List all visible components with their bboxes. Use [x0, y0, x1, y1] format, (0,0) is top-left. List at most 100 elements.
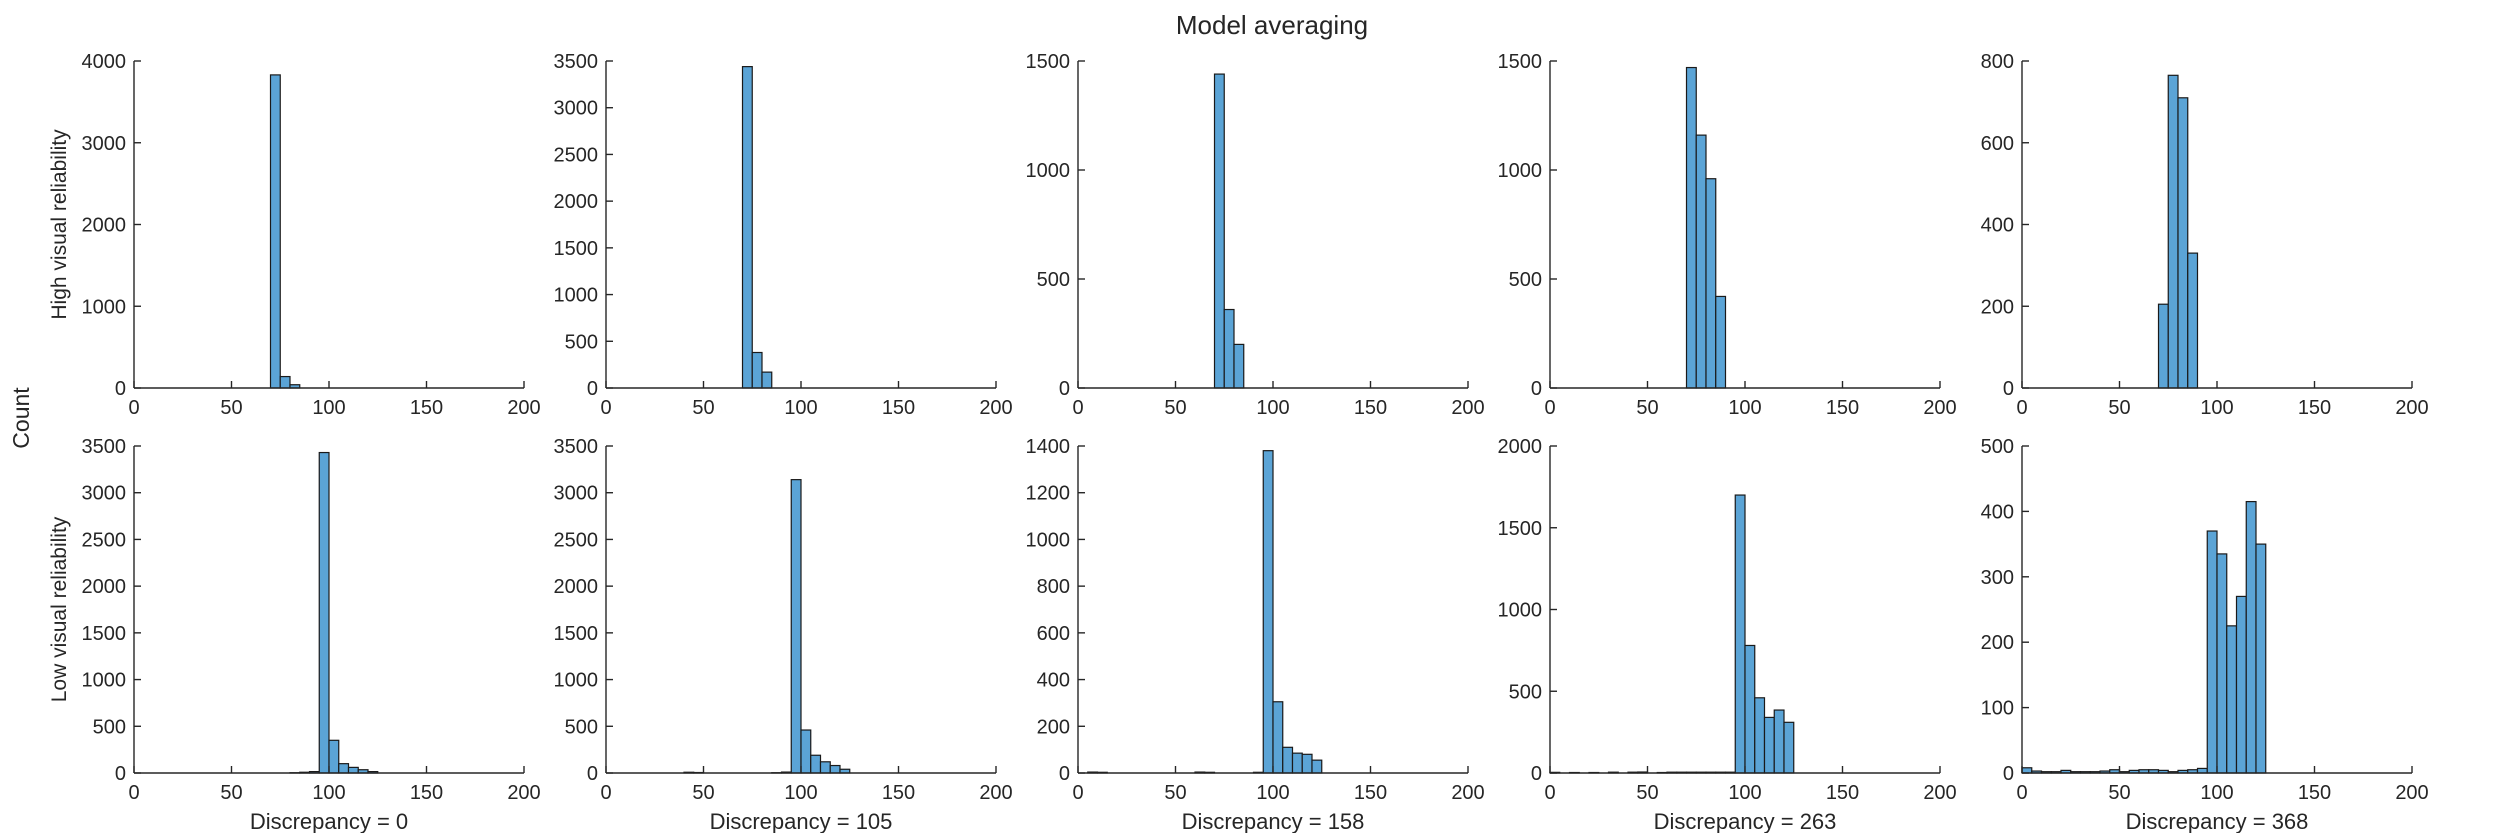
x-axis-label: Discrepancy = 0	[250, 809, 408, 833]
x-tick-label: 200	[979, 397, 1012, 419]
y-tick-label: 200	[1981, 632, 2014, 654]
x-tick-label: 150	[1826, 782, 1859, 804]
y-tick-label: 500	[1509, 269, 1542, 291]
y-tick-label: 2000	[554, 576, 599, 598]
y-tick-label: 1500	[554, 238, 599, 260]
histogram-bar	[1685, 66, 1697, 389]
histogram-bar	[347, 766, 359, 774]
y-tick-label: 1000	[1498, 600, 1543, 622]
y-tick-label: 500	[1509, 681, 1542, 703]
y-tick-label: 2000	[82, 215, 127, 237]
x-tick-label: 50	[220, 782, 242, 804]
y-tick-label: 100	[1981, 698, 2014, 720]
histogram-bar	[1223, 308, 1235, 389]
y-tick-label: 2500	[82, 529, 127, 551]
histogram-bar	[1213, 73, 1225, 389]
x-tick-label: 150	[882, 782, 915, 804]
y-tick-label: 500	[1037, 269, 1070, 291]
histogram-panel-r0c2: 0 50 100 150 200 0 500 1000 1500	[1026, 51, 1485, 419]
x-axis-label: Discrepancy = 158	[1182, 809, 1365, 833]
histogram-bar	[1705, 178, 1717, 389]
histogram-bar	[269, 74, 281, 389]
x-tick-label: 0	[600, 397, 611, 419]
histogram-bar	[1233, 343, 1245, 389]
y-tick-label: 500	[93, 716, 126, 738]
histogram-bar	[1291, 752, 1303, 774]
histogram-bar	[810, 754, 822, 774]
histogram-bar	[2226, 625, 2238, 774]
x-tick-label: 200	[1451, 397, 1484, 419]
y-tick-label: 1500	[1026, 51, 1071, 73]
histogram-bar	[829, 764, 841, 774]
y-axis-label: Low visual reliability	[48, 516, 71, 702]
histogram-bar	[2187, 252, 2199, 389]
histogram-bar	[318, 451, 330, 774]
x-tick-label: 150	[410, 782, 443, 804]
x-axis-label: Discrepancy = 263	[1654, 809, 1837, 833]
x-tick-label: 50	[2108, 782, 2130, 804]
y-tick-label: 0	[115, 378, 126, 400]
y-tick-label: 3000	[82, 483, 127, 505]
histogram-bar	[1272, 701, 1284, 774]
y-tick-label: 0	[587, 378, 598, 400]
y-tick-label: 800	[1037, 576, 1070, 598]
y-tick-label: 0	[1059, 763, 1070, 785]
figure-title: Model averaging	[1176, 10, 1368, 40]
histogram-bar	[1282, 746, 1294, 774]
histogram-bar	[741, 66, 753, 389]
y-tick-label: 0	[1531, 378, 1542, 400]
histogram-bar	[2167, 74, 2179, 389]
histogram-bar	[1744, 644, 1756, 774]
histogram-bar	[819, 761, 831, 774]
histogram-panel-r0c3: 0 50 100 150 200 0 500 1000 1500	[1498, 51, 1957, 419]
x-tick-label: 50	[2108, 397, 2130, 419]
histogram-panel-r1c2: 0 50 100 150 200 0 200 400 600 800 1000 1200 1400 Dis…	[1026, 436, 1485, 833]
histogram-bar	[2177, 97, 2189, 389]
y-tick-label: 400	[1981, 215, 2014, 237]
y-tick-label: 1000	[1498, 160, 1543, 182]
y-tick-label: 300	[1981, 567, 2014, 589]
y-tick-label: 800	[1981, 51, 2014, 73]
y-tick-label: 400	[1981, 501, 2014, 523]
histogram-bar	[751, 351, 763, 389]
y-tick-label: 500	[565, 716, 598, 738]
x-tick-label: 150	[1826, 397, 1859, 419]
x-axis-label: Discrepancy = 368	[2126, 809, 2309, 833]
x-tick-label: 0	[128, 397, 139, 419]
y-tick-label: 3000	[82, 133, 127, 155]
y-tick-label: 3000	[554, 98, 599, 120]
y-tick-label: 200	[1981, 296, 2014, 318]
histogram-bar	[790, 479, 802, 774]
y-tick-label: 2000	[554, 191, 599, 213]
y-tick-label: 1500	[554, 623, 599, 645]
y-tick-label: 0	[2003, 763, 2014, 785]
y-tick-label: 2000	[82, 576, 127, 598]
y-axis-label: High visual reliability	[48, 129, 71, 320]
x-tick-label: 50	[1164, 397, 1186, 419]
y-tick-label: 1000	[554, 285, 599, 307]
x-tick-label: 0	[2016, 397, 2027, 419]
x-tick-label: 100	[312, 397, 345, 419]
x-tick-label: 0	[1072, 397, 1083, 419]
y-tick-label: 3500	[82, 436, 127, 458]
histogram-panel-r1c0: 0 50 100 150 2000500100015002000250030003500…	[48, 436, 541, 833]
histogram-bar	[2206, 530, 2218, 774]
y-tick-label: 1500	[82, 623, 127, 645]
y-tick-label: 2500	[554, 529, 599, 551]
histogram-bar	[338, 763, 350, 774]
y-tick-label: 0	[2003, 378, 2014, 400]
x-tick-label: 100	[1728, 397, 1761, 419]
x-tick-label: 0	[1072, 782, 1083, 804]
x-tick-label: 100	[1256, 397, 1289, 419]
shared-y-axis-label: Count	[8, 387, 34, 449]
x-tick-label: 200	[1451, 782, 1484, 804]
histogram-bar	[761, 371, 773, 389]
histogram-bar	[1695, 134, 1707, 389]
y-tick-label: 600	[1037, 623, 1070, 645]
x-tick-label: 0	[1544, 782, 1555, 804]
x-tick-label: 200	[507, 397, 540, 419]
histogram-bar	[2216, 553, 2228, 774]
